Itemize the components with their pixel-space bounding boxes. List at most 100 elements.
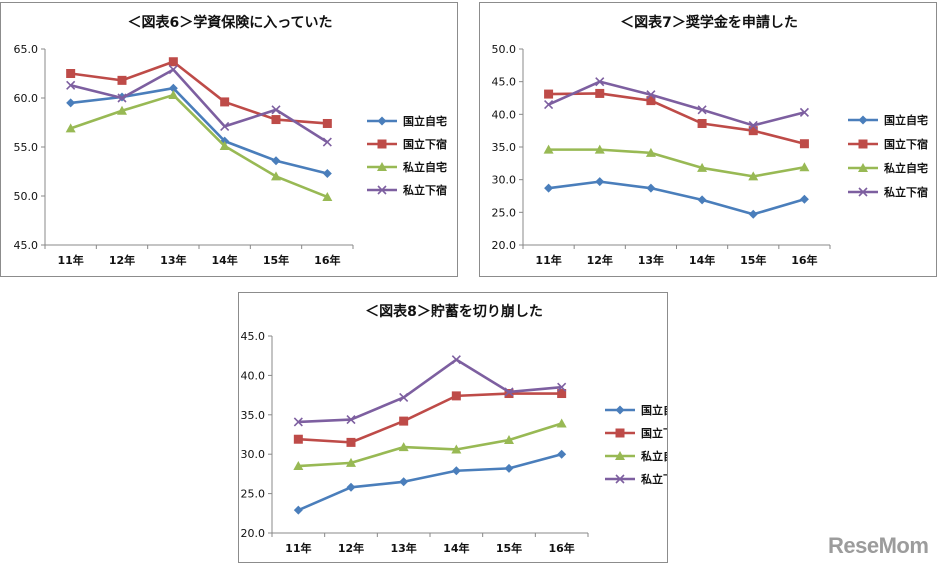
data-point: [504, 387, 514, 397]
x-tick-label: 13年: [638, 253, 664, 267]
legend-label: 国立自宅: [403, 114, 447, 128]
x-tick-label: 11年: [535, 253, 561, 267]
legend-marker: [615, 405, 625, 415]
series-line: [297, 452, 563, 512]
data-point: [168, 65, 178, 75]
data-point: [544, 89, 554, 99]
chart-svg: ＜図表8＞貯蓄を切り崩した 20.0 25.0 30.0 35.0 40.0 45.0 11年…: [241, 303, 668, 555]
data-point: [504, 389, 514, 399]
data-point: [504, 463, 514, 473]
data-point: [346, 482, 356, 492]
y-tick-label: 60.0: [14, 92, 39, 105]
data-point: [748, 171, 759, 181]
series-line: [70, 86, 328, 175]
legend-label: 国立下宿: [641, 426, 667, 440]
data-point: [219, 141, 230, 151]
series-line: [548, 148, 805, 178]
legend-marker: [377, 185, 387, 195]
data-point: [697, 162, 708, 172]
series-line: [70, 60, 328, 125]
data-point: [799, 107, 809, 117]
series-私立自宅: [543, 144, 810, 181]
data-point: [748, 126, 758, 136]
x-tick-label: 11年: [285, 541, 311, 555]
data-point: [293, 434, 303, 444]
legend-item: 私立下宿: [848, 185, 928, 199]
legend-label: 国立自宅: [641, 403, 667, 417]
data-point: [646, 90, 656, 100]
legend-marker: [377, 139, 387, 149]
legend-label: 私立自宅: [403, 160, 447, 174]
data-point: [271, 156, 281, 166]
x-tick-label: 15年: [740, 253, 766, 267]
data-point: [451, 466, 461, 476]
data-point: [799, 139, 809, 149]
legend-marker: [858, 163, 868, 172]
data-point: [322, 168, 332, 178]
x-tick-label: 11年: [58, 253, 84, 267]
data-point: [697, 195, 707, 205]
series-line: [298, 422, 563, 468]
data-point: [697, 105, 707, 115]
data-point: [748, 120, 758, 131]
data-point: [595, 177, 605, 187]
legend-label: 国立自宅: [884, 113, 928, 127]
data-point: [748, 209, 758, 219]
legend-label: 国立下宿: [403, 137, 447, 151]
legend-label: 私立下宿: [884, 185, 928, 199]
legend-marker: [858, 139, 868, 149]
data-point: [595, 88, 605, 98]
data-point: [451, 391, 461, 401]
data-point: [271, 105, 281, 115]
data-point: [271, 171, 281, 181]
data-point: [117, 105, 127, 115]
data-point: [117, 93, 127, 103]
data-point: [322, 137, 332, 147]
data-point: [557, 449, 567, 459]
x-tick-label: 14年: [212, 253, 238, 267]
legend-marker: [615, 428, 625, 438]
x-tick-label: 13年: [160, 253, 186, 267]
y-tick-label: 35.0: [492, 141, 517, 154]
x-tick-label: 14年: [689, 253, 715, 267]
y-tick-label: 45.0: [14, 239, 39, 252]
data-point: [556, 418, 567, 428]
y-tick-label: 20.0: [492, 239, 517, 252]
data-point: [168, 83, 178, 93]
series-国立下宿: [66, 57, 332, 128]
chart-panel-insurance: ＜図表6＞学資保険に入っていた 45.0 50.0 55.0 60.0 65.0 11年 12…: [0, 2, 458, 277]
y-tick-label: 30.0: [241, 448, 266, 461]
data-point: [646, 96, 656, 106]
data-point: [346, 414, 356, 425]
x-tick-label: 16年: [549, 541, 575, 555]
x-tick-label: 12年: [338, 541, 364, 555]
data-point: [557, 389, 567, 399]
x-tick-label: 13年: [391, 541, 417, 555]
y-tick-label: 35.0: [241, 409, 266, 422]
legend-item: 国立自宅: [605, 403, 667, 417]
data-point: [293, 505, 303, 515]
y-tick-label: 40.0: [241, 369, 266, 382]
series-国立自宅: [293, 449, 567, 515]
y-tick-label: 55.0: [14, 141, 39, 154]
y-tick-label: 45.0: [241, 330, 266, 343]
data-point: [451, 444, 462, 454]
series-私立下宿: [293, 355, 567, 427]
legend-item: 私立自宅: [605, 449, 667, 463]
series-line: [548, 80, 805, 127]
series-line: [548, 92, 805, 145]
legend-marker: [615, 451, 625, 460]
legend-label: 国立下宿: [884, 137, 928, 151]
x-tick-label: 12年: [587, 253, 613, 267]
data-point: [697, 118, 707, 128]
chart-panel-savings: ＜図表8＞貯蓄を切り崩した 20.0 25.0 30.0 35.0 40.0 45.0 11年…: [238, 292, 668, 563]
data-point: [557, 382, 567, 392]
x-tick-label: 16年: [314, 253, 340, 267]
data-point: [646, 183, 656, 193]
series-私立下宿: [544, 77, 809, 131]
data-point: [168, 57, 178, 67]
legend-marker: [377, 116, 387, 126]
data-point: [117, 75, 127, 85]
data-point: [799, 162, 810, 172]
series-国立自宅: [544, 177, 809, 219]
